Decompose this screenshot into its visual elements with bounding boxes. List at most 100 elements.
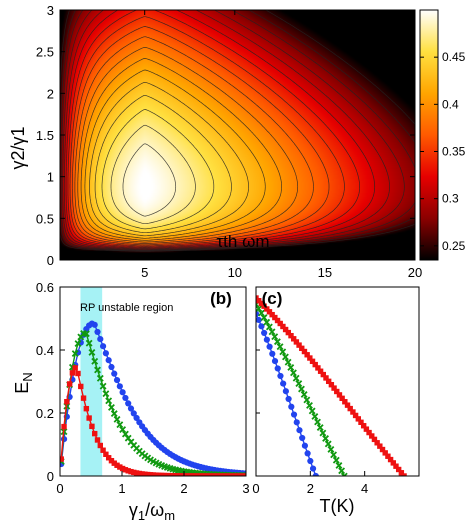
data-point (338, 467, 346, 475)
data-point (128, 468, 134, 475)
x-tick-label: 1 (118, 481, 125, 496)
data-point (198, 473, 204, 476)
x-tick-label: 20 (408, 265, 422, 280)
panel-b-frame (59, 286, 247, 477)
data-point (88, 348, 96, 356)
data-point (102, 390, 110, 398)
data-point (385, 453, 391, 459)
y-tick-label: 0.6 (36, 280, 54, 295)
data-point (263, 318, 271, 326)
contour-line (63, 10, 390, 250)
data-point (288, 403, 295, 410)
data-point (178, 473, 184, 476)
data-point (322, 435, 329, 442)
data-point (277, 320, 283, 327)
data-point (369, 433, 375, 439)
data-point (91, 321, 98, 328)
data-point (320, 371, 326, 378)
data-point (74, 340, 82, 347)
data-point (282, 388, 289, 395)
x-tick-label: 0 (56, 481, 63, 496)
data-point (261, 303, 267, 309)
x-tick-label: 4 (361, 481, 368, 496)
y-tick-label: 1.5 (36, 128, 54, 143)
data-point (304, 352, 310, 358)
data-point (119, 389, 126, 396)
contour-line (77, 47, 299, 243)
panel-b-series (60, 320, 246, 476)
panel-a-ylabel: γ2/γ1 (8, 126, 28, 169)
panel-b-annotation: RP unstable region (80, 302, 173, 314)
data-point (184, 473, 190, 476)
panel-c-background (256, 287, 419, 476)
data-point (328, 382, 335, 388)
data-point (285, 329, 292, 336)
data-point (352, 412, 359, 419)
colorbar-tick-label: 0.3 (442, 192, 459, 206)
data-point (92, 430, 98, 437)
contour-line (94, 94, 232, 234)
data-point (125, 468, 131, 474)
data-point (110, 410, 118, 418)
data-point (292, 374, 300, 382)
y-tick-label: 0 (47, 469, 54, 484)
panel-b-tag: (b) (210, 289, 232, 308)
y-tick-label: 0.4 (36, 343, 54, 358)
y-tick-label: 2.5 (36, 45, 54, 60)
data-point (103, 451, 109, 457)
y-tick-label: 1 (47, 170, 54, 185)
contour-line (101, 109, 215, 230)
data-point (304, 450, 311, 457)
data-point (89, 423, 95, 430)
data-point (324, 440, 332, 448)
data-point (158, 472, 165, 476)
data-point (102, 350, 109, 357)
data-point (61, 423, 67, 430)
contour-line (122, 143, 177, 217)
data-point (231, 473, 237, 476)
data-point (220, 473, 226, 476)
panel-b-ylabel: EN (12, 372, 35, 393)
data-point (122, 394, 129, 402)
y-tick-label: 0.2 (36, 406, 54, 421)
data-point (334, 388, 340, 395)
x-tick-label: 10 (228, 265, 242, 280)
data-point (80, 395, 87, 401)
data-point (309, 358, 316, 365)
data-point (225, 473, 232, 476)
data-point (268, 328, 276, 336)
contour-line (60, 10, 415, 252)
x-tick-label: 3 (242, 481, 249, 496)
data-point (315, 365, 321, 371)
panel-c-series (256, 295, 407, 476)
data-point (279, 348, 287, 356)
data-point (131, 469, 137, 476)
data-point (78, 383, 84, 390)
contour-line (60, 10, 415, 251)
contour-line (69, 16, 345, 247)
x-tick-label: 2 (180, 481, 187, 496)
data-point (288, 332, 294, 339)
data-point (142, 471, 148, 476)
data-point (387, 456, 394, 463)
data-point (94, 437, 101, 443)
data-point (217, 473, 223, 476)
data-point (69, 370, 76, 376)
data-point (271, 333, 279, 341)
data-point (156, 472, 162, 476)
data-point (164, 472, 170, 476)
data-point (308, 407, 316, 415)
data-point (390, 460, 396, 466)
data-point (91, 357, 99, 365)
data-point (290, 336, 297, 342)
data-point (347, 405, 353, 412)
data-point (161, 472, 168, 476)
data-point (274, 317, 281, 324)
data-point (117, 464, 123, 470)
data-point (312, 361, 318, 368)
panel-c: 0 2 4 (c) T(K) (252, 286, 420, 516)
data-point (60, 456, 64, 462)
data-point (175, 473, 182, 476)
data-point (284, 358, 292, 366)
contour-line (84, 69, 266, 239)
